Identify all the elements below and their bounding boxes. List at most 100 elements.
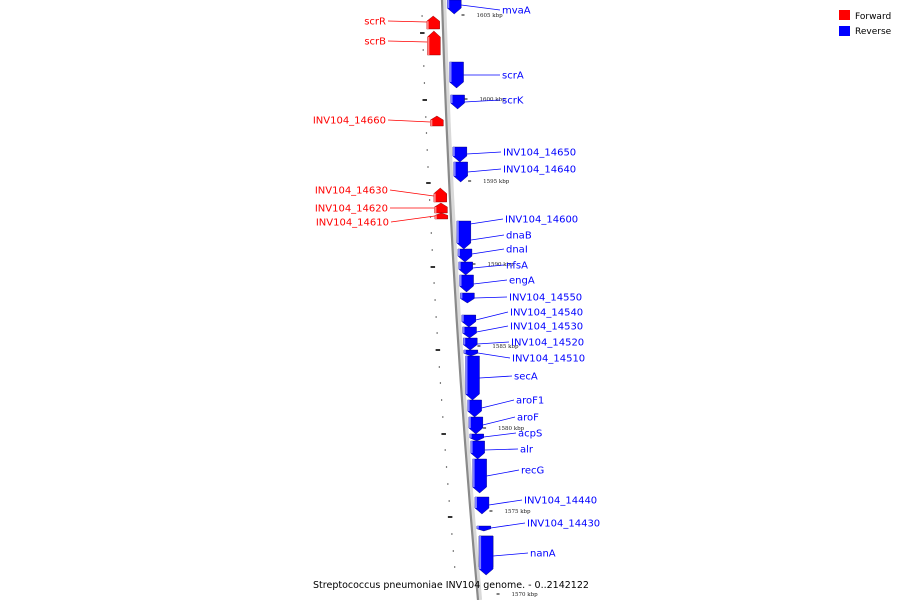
feature-highlight — [472, 459, 475, 487]
feature-highlight — [459, 275, 462, 286]
feature-highlight — [460, 293, 463, 299]
feature-highlight — [463, 338, 466, 345]
gene-label-inv104-14440[interactable]: INV104_14440 — [524, 496, 597, 507]
reverse-gene-enga[interactable] — [460, 292, 475, 304]
gene-label-inv104-14430[interactable]: INV104_14430 — [527, 519, 600, 530]
leader-line — [464, 99, 501, 103]
gene-label-inv104-14550[interactable]: INV104_14550 — [509, 293, 582, 304]
gene-label-scrb[interactable]: scrB — [364, 37, 386, 48]
reverse-gene-seca[interactable] — [467, 399, 482, 418]
gene-label-scrr[interactable]: scrR — [364, 17, 386, 28]
reverse-gene-mvaa[interactable] — [447, 0, 462, 15]
leader-line — [389, 189, 434, 197]
feature-highlight — [462, 327, 465, 334]
gene-label-inv104-14620[interactable]: INV104_14620 — [315, 204, 388, 215]
reverse-gene-dnai[interactable] — [458, 261, 473, 276]
label-leaders — [387, 4, 529, 557]
gene-label-inv104-14640[interactable]: INV104_14640 — [503, 165, 576, 176]
leader-line — [477, 341, 510, 345]
gene-label-enga[interactable]: engA — [509, 276, 535, 287]
gene-label-mvaa[interactable]: mvaA — [502, 6, 531, 17]
reverse-gene-arof1[interactable] — [468, 416, 484, 435]
legend-forward-swatch — [839, 10, 850, 20]
leader-line — [474, 296, 508, 299]
gene-label-inv104-14600[interactable]: INV104_14600 — [505, 215, 578, 226]
leader-line — [476, 325, 509, 333]
reverse-gene-inv104-14530[interactable] — [463, 337, 478, 351]
leader-line — [486, 469, 520, 477]
reverse-gene-alr[interactable] — [472, 458, 487, 494]
reverse-gene-inv104-14550[interactable] — [461, 314, 476, 328]
feature-highlight — [461, 315, 464, 322]
feature-highlight — [463, 350, 466, 354]
leader-line — [390, 215, 435, 223]
leader-line — [471, 234, 505, 241]
gene-label-arof1[interactable]: aroF1 — [516, 396, 544, 407]
leader-line — [477, 352, 511, 359]
feature-highlight — [449, 62, 452, 82]
gene-label-arof[interactable]: aroF — [517, 413, 539, 424]
reverse-gene-scra[interactable] — [449, 61, 464, 89]
feature-highlight — [479, 536, 482, 569]
kbp-label: 1605 kbp — [476, 13, 503, 19]
gene-label-inv104-14630[interactable]: INV104_14630 — [315, 186, 388, 197]
reverse-gene-dnab[interactable] — [457, 248, 473, 263]
gene-label-inv104-14650[interactable]: INV104_14650 — [503, 148, 576, 159]
reverse-gene-inv104-14540[interactable] — [462, 326, 477, 339]
feature-highlight — [469, 434, 472, 438]
gene-label-scrk[interactable]: scrK — [502, 96, 524, 107]
reverse-gene-inv104-14510[interactable] — [465, 355, 480, 401]
gene-label-recg[interactable]: recG — [521, 466, 544, 477]
feature-highlight — [468, 417, 471, 428]
leader-line — [472, 264, 505, 269]
gene-label-inv104-14610[interactable]: INV104_14610 — [316, 218, 389, 229]
feature-highlight — [456, 221, 459, 243]
genome-backbone — [440, 0, 480, 600]
gene-label-seca[interactable]: secA — [514, 372, 538, 383]
forward-features — [426, 15, 449, 220]
gene-label-inv104-14540[interactable]: INV104_14540 — [510, 308, 583, 319]
gene-label-alr[interactable]: alr — [520, 445, 534, 456]
reverse-gene-inv104-14600[interactable] — [456, 220, 472, 250]
gene-label-scra[interactable]: scrA — [502, 71, 524, 82]
reverse-gene-acps[interactable] — [470, 440, 485, 460]
gene-label-inv104-14660[interactable]: INV104_14660 — [313, 116, 386, 127]
leader-line — [387, 40, 428, 43]
kbp-label: 1580 kbp — [498, 426, 525, 432]
gene-label-dnai[interactable]: dnaI — [506, 245, 528, 256]
reverse-gene-scrk[interactable] — [450, 94, 465, 110]
reverse-gene-nana[interactable] — [478, 535, 494, 576]
reverse-gene-inv104-14650[interactable] — [452, 146, 468, 163]
gene-label-inv104-14520[interactable]: INV104_14520 — [511, 338, 584, 349]
gene-label-inv104-14510[interactable]: INV104_14510 — [512, 354, 585, 365]
gene-label-dnab[interactable]: dnaB — [506, 231, 532, 242]
feature-highlight — [470, 441, 473, 453]
reverse-gene-arof[interactable] — [469, 433, 484, 442]
feature-highlight — [458, 262, 461, 270]
kbp-label: 1595 kbp — [483, 179, 510, 185]
feature-highlight — [467, 400, 470, 411]
leader-line — [466, 151, 502, 155]
gene-label-inv104-14530[interactable]: INV104_14530 — [510, 322, 583, 333]
leader-line — [490, 522, 526, 529]
leader-line — [482, 416, 516, 426]
reverse-gene-inv104-14440[interactable] — [476, 525, 492, 532]
leader-line — [471, 248, 505, 255]
leader-line — [483, 432, 517, 438]
feature-highlight — [474, 497, 477, 508]
reverse-gene-nfsa[interactable] — [459, 274, 474, 293]
gene-label-acps[interactable]: acpS — [518, 429, 542, 440]
leader-line — [493, 552, 529, 557]
feature-highlight — [452, 147, 455, 156]
kbp-label: 1575 kbp — [504, 509, 531, 515]
reverse-gene-inv104-14520[interactable] — [463, 349, 479, 357]
legend-reverse-swatch — [839, 26, 850, 36]
kbp-label: 1600 kbp — [480, 97, 507, 103]
reverse-gene-recg[interactable] — [474, 496, 490, 515]
gene-label-nfsa[interactable]: nfsA — [506, 261, 528, 272]
tick-marks — [420, 15, 456, 568]
gene-label-nana[interactable]: nanA — [530, 549, 556, 560]
reverse-features — [447, 0, 494, 576]
reverse-gene-inv104-14640[interactable] — [453, 161, 468, 183]
